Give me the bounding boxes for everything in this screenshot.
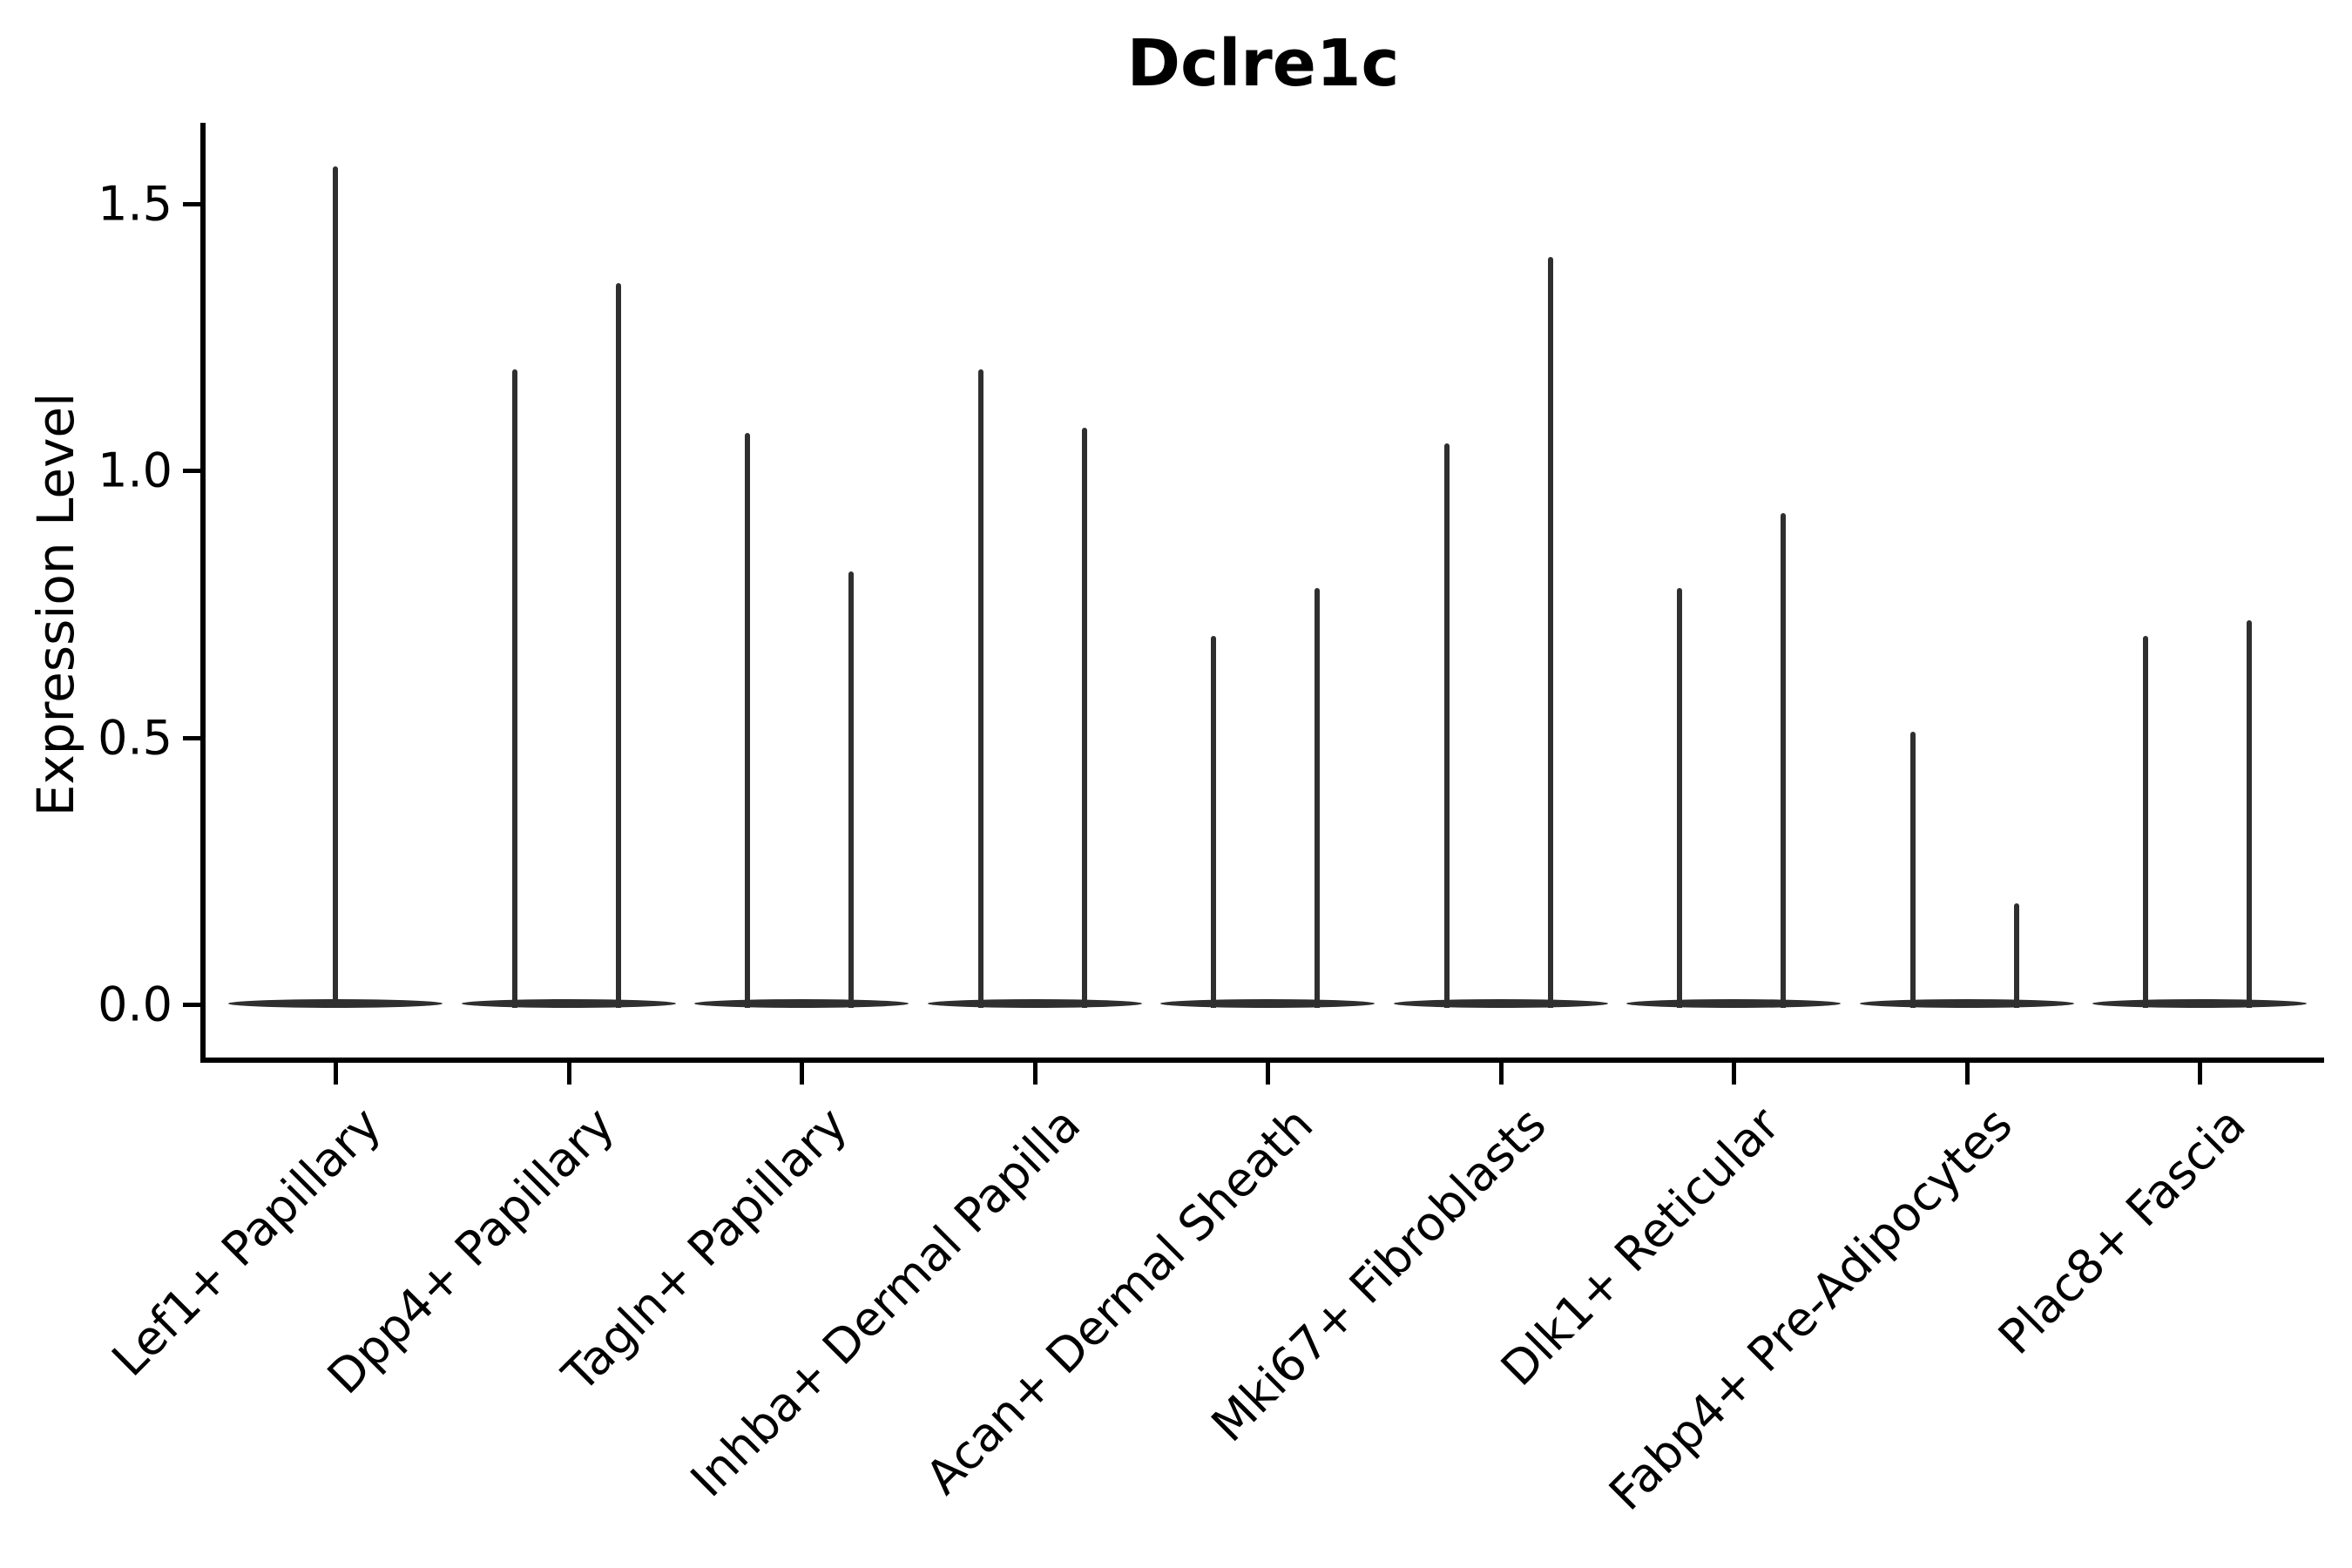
- chart-title: Dclre1c: [1126, 26, 1400, 101]
- x-tick-mark: [1266, 1062, 1270, 1085]
- violin-spike: [1211, 636, 1216, 1008]
- x-tick-mark: [1732, 1062, 1736, 1085]
- y-tick-label: 0.0: [98, 977, 172, 1032]
- violin-base: [1626, 999, 1841, 1008]
- violin-spike: [977, 368, 983, 1008]
- violin-base: [927, 999, 1142, 1008]
- y-tick-mark: [183, 201, 202, 206]
- y-tick-mark: [183, 735, 202, 740]
- violin-base: [1160, 999, 1375, 1008]
- y-tick-label: 1.0: [98, 443, 172, 498]
- y-axis-spine: [200, 123, 206, 1063]
- violin-base: [694, 999, 909, 1008]
- x-tick-mark: [566, 1062, 571, 1085]
- x-tick-mark: [334, 1062, 338, 1085]
- violin-base: [461, 999, 676, 1008]
- violin-spike: [1315, 587, 1320, 1008]
- x-tick-label: Acan+ Dermal Sheath: [916, 1097, 1324, 1505]
- y-tick-mark: [183, 1003, 202, 1007]
- violin-spike: [2143, 636, 2148, 1008]
- violin-spike: [333, 166, 338, 1008]
- y-tick-mark: [183, 469, 202, 473]
- y-axis-label: Expression Level: [26, 392, 85, 817]
- violin-spike: [2247, 619, 2252, 1008]
- y-tick-label: 1.5: [98, 176, 172, 231]
- violin-spike: [1081, 427, 1087, 1008]
- x-tick-mark: [2198, 1062, 2202, 1085]
- violin-spike: [1781, 513, 1786, 1008]
- x-tick-label: Inhba+ Dermal Papilla: [679, 1097, 1092, 1508]
- violin-spike: [745, 433, 750, 1008]
- x-tick-mark: [1964, 1062, 1970, 1085]
- violin-spike: [511, 368, 517, 1008]
- violin-base: [2092, 999, 2307, 1008]
- violin-spike: [2013, 902, 2019, 1008]
- violin-base: [1393, 999, 1608, 1008]
- y-tick-label: 0.5: [98, 710, 172, 765]
- violin-spike: [615, 283, 621, 1008]
- x-tick-label: Fabp4+ Pre-Adipocytes: [1598, 1097, 2024, 1521]
- x-tick-label: Plac8+ Fascia: [1987, 1097, 2256, 1365]
- x-tick-mark: [800, 1062, 804, 1085]
- violin-spike: [1443, 443, 1450, 1008]
- violin-spike: [1677, 587, 1682, 1008]
- violin-spike: [848, 571, 854, 1008]
- violin-spike: [1909, 732, 1916, 1008]
- x-axis-spine: [200, 1058, 2324, 1063]
- x-tick-mark: [1498, 1062, 1504, 1085]
- x-tick-mark: [1032, 1062, 1037, 1085]
- violin-base: [1859, 999, 2074, 1008]
- violin-spike: [1547, 256, 1553, 1008]
